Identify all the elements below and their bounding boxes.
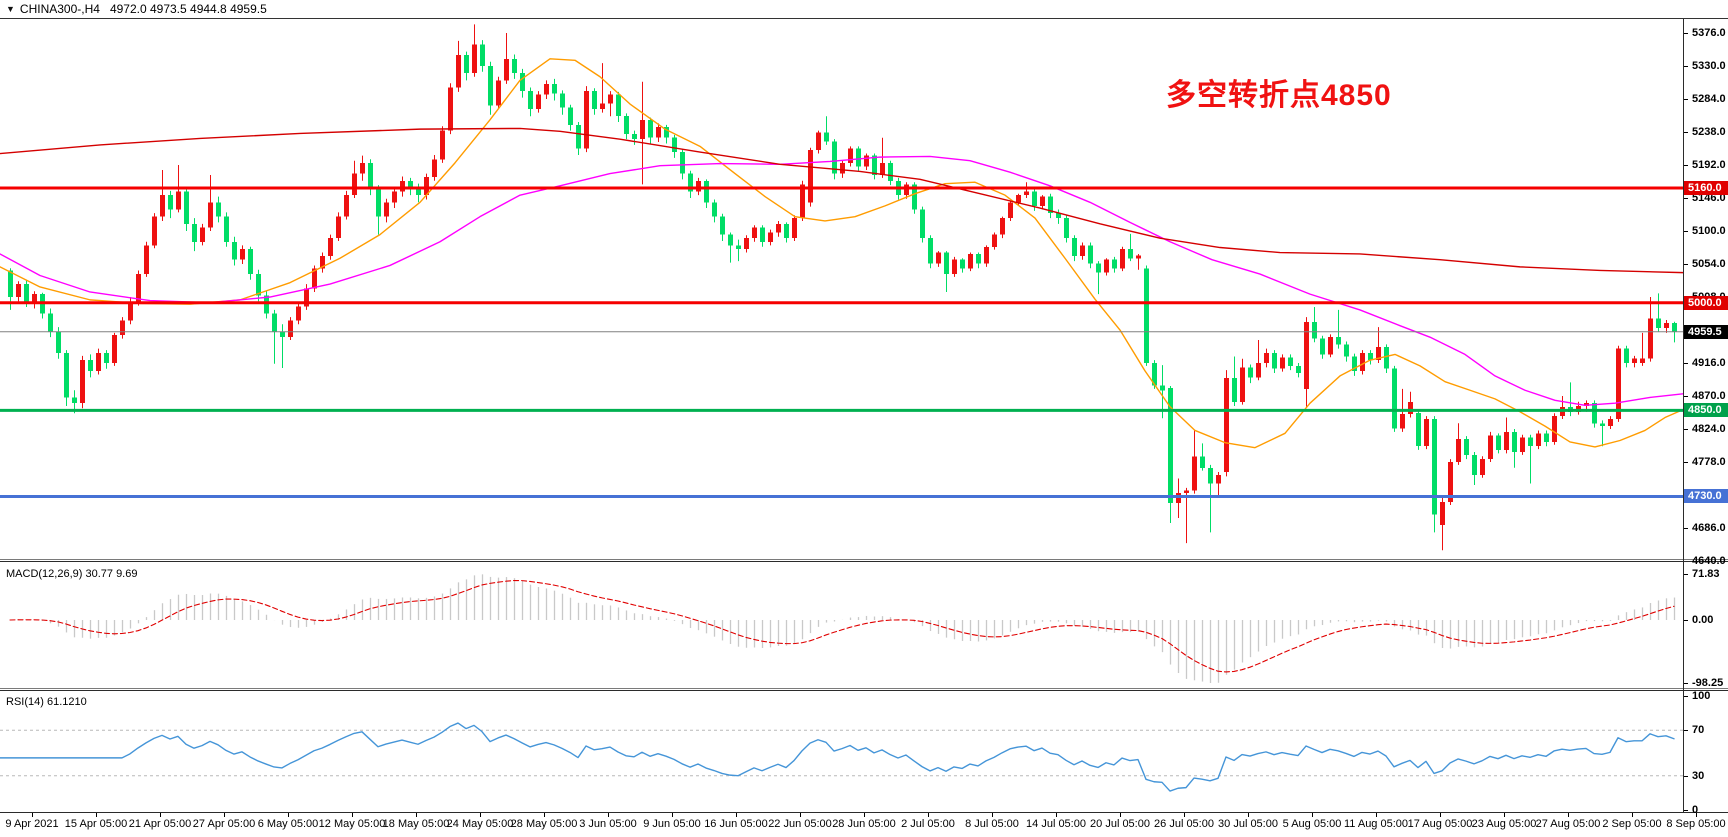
price-badge-4730.0: 4730.0 xyxy=(1684,489,1728,504)
macd-axis-0.00: 0.00 xyxy=(1692,613,1714,626)
time-label: 2 Jul 05:00 xyxy=(901,818,955,830)
price-tick-5238.0: 5238.0 xyxy=(1692,125,1726,138)
time-label: 15 Apr 05:00 xyxy=(64,818,128,830)
price-badge-4959.5: 4959.5 xyxy=(1684,324,1728,339)
price-badge-5000.0: 5000.0 xyxy=(1684,295,1728,310)
time-label: 23 Aug 05:00 xyxy=(1471,818,1537,830)
time-label: 27 Apr 05:00 xyxy=(192,818,256,830)
rsi-axis-70: 70 xyxy=(1692,723,1705,736)
price-tick-5284.0: 5284.0 xyxy=(1692,92,1726,105)
rsi-line xyxy=(0,722,1675,792)
ma-slow-red xyxy=(0,127,1684,274)
time-label: 14 Jul 05:00 xyxy=(1026,818,1086,830)
macd-indicator-label: MACD(12,26,9) 30.77 9.69 xyxy=(6,568,138,580)
rsi-indicator-label: RSI(14) 61.1210 xyxy=(6,696,87,708)
price-tick-4870.0: 4870.0 xyxy=(1692,389,1726,402)
time-label: 27 Aug 05:00 xyxy=(1535,818,1601,830)
ma-medium-magenta xyxy=(0,155,1684,407)
price-tick-4916.0: 4916.0 xyxy=(1692,356,1726,369)
price-tick-5376.0: 5376.0 xyxy=(1692,26,1726,39)
time-label: 18 May 05:00 xyxy=(382,818,450,830)
price-badge-4850.0: 4850.0 xyxy=(1684,403,1728,418)
price-axis-border xyxy=(1683,19,1684,813)
time-label: 24 May 05:00 xyxy=(446,818,514,830)
macd-signal-line xyxy=(9,580,1675,673)
price-tick-5330.0: 5330.0 xyxy=(1692,59,1726,72)
price-badge-5160.0: 5160.0 xyxy=(1684,180,1728,195)
time-label: 22 Jun 05:00 xyxy=(768,818,832,830)
time-label: 17 Aug 05:00 xyxy=(1407,818,1473,830)
time-label: 8 Sep 05:00 xyxy=(1666,818,1726,830)
time-label: 28 May 05:00 xyxy=(510,818,578,830)
time-label: 16 Jun 05:00 xyxy=(704,818,768,830)
macd-axis-71.83: 71.83 xyxy=(1692,567,1720,580)
symbol-dropdown-icon[interactable]: ▼ xyxy=(6,4,15,14)
time-label: 21 Apr 05:00 xyxy=(128,818,192,830)
time-label: 6 May 05:00 xyxy=(257,818,319,830)
ohlc-values: 4972.0 4973.5 4944.8 4959.5 xyxy=(109,2,267,16)
annotation-text[interactable]: 多空转折点4850 xyxy=(1166,79,1392,112)
symbol-period-label: CHINA300-,H4 xyxy=(19,2,100,16)
time-label: 2 Sep 05:00 xyxy=(1602,818,1662,830)
time-label: 11 Aug 05:00 xyxy=(1343,818,1409,830)
time-label: 9 Jun 05:00 xyxy=(643,818,701,830)
price-tick-4778.0: 4778.0 xyxy=(1692,455,1726,468)
price-tick-4824.0: 4824.0 xyxy=(1692,422,1726,435)
price-tick-5192.0: 5192.0 xyxy=(1692,158,1726,171)
time-label: 3 Jun 05:00 xyxy=(579,818,637,830)
time-label: 26 Jul 05:00 xyxy=(1154,818,1214,830)
rsi-axis-100: 100 xyxy=(1692,689,1711,702)
time-label: 12 May 05:00 xyxy=(318,818,386,830)
price-tick-5054.0: 5054.0 xyxy=(1692,257,1726,270)
time-label: 5 Aug 05:00 xyxy=(1282,818,1342,830)
time-label: 28 Jun 05:00 xyxy=(832,818,896,830)
time-label: 30 Jul 05:00 xyxy=(1218,818,1278,830)
time-label: 9 Apr 2021 xyxy=(5,818,59,830)
price-tick-5100.0: 5100.0 xyxy=(1692,224,1726,237)
chart-title-bar: ▼ CHINA300-,H4 4972.0 4973.5 4944.8 4959… xyxy=(0,0,1728,19)
time-label: 20 Jul 05:00 xyxy=(1090,818,1150,830)
time-label: 8 Jul 05:00 xyxy=(965,818,1019,830)
price-tick-4686.0: 4686.0 xyxy=(1692,521,1726,534)
price-tick-4640.0: 4640.0 xyxy=(1692,554,1726,567)
ma-fast-orange xyxy=(0,58,1684,449)
rsi-axis-0: 0 xyxy=(1692,803,1699,816)
rsi-axis-30: 30 xyxy=(1692,769,1705,782)
macd-axis--98.25: -98.25 xyxy=(1692,676,1724,689)
